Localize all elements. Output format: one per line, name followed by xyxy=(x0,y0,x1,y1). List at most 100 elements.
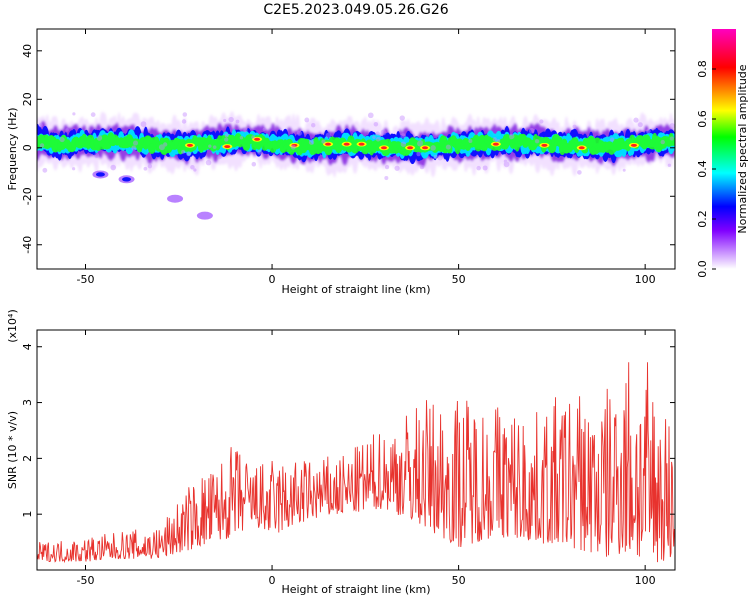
speckle xyxy=(660,139,665,145)
speckle xyxy=(182,112,188,117)
colorbar-gradient xyxy=(712,29,736,269)
snr-panel: -50 0 50 100 1 2 3 4 Height of straight line (k… xyxy=(6,309,676,596)
speckle xyxy=(72,112,76,116)
speckle xyxy=(181,119,187,124)
speckle xyxy=(528,127,535,134)
speckle xyxy=(416,151,421,157)
snr-xtick-label: 50 xyxy=(452,574,466,587)
hotspot-core xyxy=(254,137,261,141)
speckle xyxy=(304,117,310,123)
colorbar-tick-label: 0.0 xyxy=(696,260,709,278)
side-feature-core xyxy=(122,177,132,182)
snr-scale-note: (x10⁴) xyxy=(6,309,19,343)
speckle xyxy=(384,176,389,181)
colorbar-tick-label: 0.2 xyxy=(696,210,709,228)
hotspot-core xyxy=(422,146,429,150)
speckle xyxy=(224,133,229,138)
speckle xyxy=(509,136,513,140)
speckle xyxy=(72,167,76,171)
speckle xyxy=(251,135,255,140)
speckles xyxy=(38,112,675,181)
colorbar-tick-label: 0.8 xyxy=(696,60,709,78)
snr-xtick-label: 0 xyxy=(269,574,276,587)
speckle xyxy=(205,159,212,166)
speckle xyxy=(637,122,643,128)
snr-xtick-label: 100 xyxy=(635,574,656,587)
speckle xyxy=(243,128,248,133)
speckle xyxy=(503,161,510,168)
speckle xyxy=(321,139,326,144)
speckle xyxy=(445,144,451,150)
colorbar: 0.0 0.2 0.4 0.6 0.8 Normalized spectral ampl… xyxy=(696,29,749,278)
spectrogram-axes: -50 0 50 100 -40 -20 0 20 40 xyxy=(21,29,675,286)
speckle xyxy=(622,168,626,172)
speckle xyxy=(290,144,296,150)
hotspot-core xyxy=(541,143,548,147)
speckle xyxy=(417,140,423,147)
spectrogram-ylabel: Frequency (Hz) xyxy=(6,108,19,191)
speckle xyxy=(223,118,227,123)
colorbar-label: Normalized spectral amplitude xyxy=(736,64,749,233)
speckle xyxy=(509,133,515,140)
side-feature xyxy=(167,194,184,203)
speckle xyxy=(394,165,400,171)
spectrogram-ytick-label: 20 xyxy=(21,92,34,106)
speckle xyxy=(476,165,481,171)
speckle xyxy=(217,154,222,160)
spectrogram-ytick-label: 40 xyxy=(21,44,34,58)
hotspot-core xyxy=(291,143,298,147)
hotspot-core xyxy=(380,146,387,150)
hotspot-core xyxy=(224,145,231,149)
speckle xyxy=(296,130,302,136)
speckle xyxy=(235,119,240,124)
snr-xtick-label: -50 xyxy=(77,574,95,587)
band-blob xyxy=(148,142,156,155)
speckle xyxy=(39,143,45,148)
hotspot-core xyxy=(325,142,332,146)
speckle xyxy=(539,119,544,124)
snr-ytick-label: 3 xyxy=(21,399,34,406)
speckle xyxy=(224,137,229,142)
speckle xyxy=(262,127,266,132)
snr-ytick-label: 4 xyxy=(21,343,34,350)
speckle xyxy=(147,164,153,169)
speckle xyxy=(373,122,379,127)
side-features xyxy=(92,170,213,220)
hotspot-core xyxy=(358,142,365,146)
speckle xyxy=(433,154,438,160)
chart-title: C2E5.2023.049.05.26.G26 xyxy=(263,2,448,18)
speckle xyxy=(65,128,69,132)
snr-line-path xyxy=(37,362,675,564)
speckle xyxy=(367,112,374,119)
speckle xyxy=(380,129,387,136)
hotspot-core xyxy=(407,146,414,150)
snr-series-line xyxy=(37,362,675,564)
speckle xyxy=(633,117,639,123)
spectrogram-xlabel: Height of straight line (km) xyxy=(281,283,430,296)
spectrogram-xtick-label: 0 xyxy=(269,273,276,286)
speckle xyxy=(228,116,234,123)
speckle xyxy=(38,123,43,128)
speckle xyxy=(90,112,96,117)
speckle xyxy=(212,145,217,150)
speckle xyxy=(669,136,674,141)
hotspot-core xyxy=(186,143,193,147)
speckle xyxy=(208,144,212,148)
speckle xyxy=(325,132,332,139)
snr-frame xyxy=(36,329,676,571)
speckle xyxy=(140,121,147,128)
speckle xyxy=(503,159,508,164)
speckle xyxy=(131,145,137,151)
snr-ytick-label: 1 xyxy=(21,511,34,518)
speckle xyxy=(239,136,244,140)
speckle xyxy=(609,137,615,142)
hotspot-core xyxy=(343,142,350,146)
speckle xyxy=(400,141,407,147)
spectrogram-panel: -50 0 50 100 -40 -20 0 20 40 Height of straight … xyxy=(6,28,676,296)
speckle xyxy=(181,149,186,154)
hotspot-core xyxy=(492,142,499,146)
speckle xyxy=(534,138,540,144)
speckle xyxy=(375,136,381,142)
speckle xyxy=(59,136,65,143)
speckle xyxy=(437,154,443,161)
